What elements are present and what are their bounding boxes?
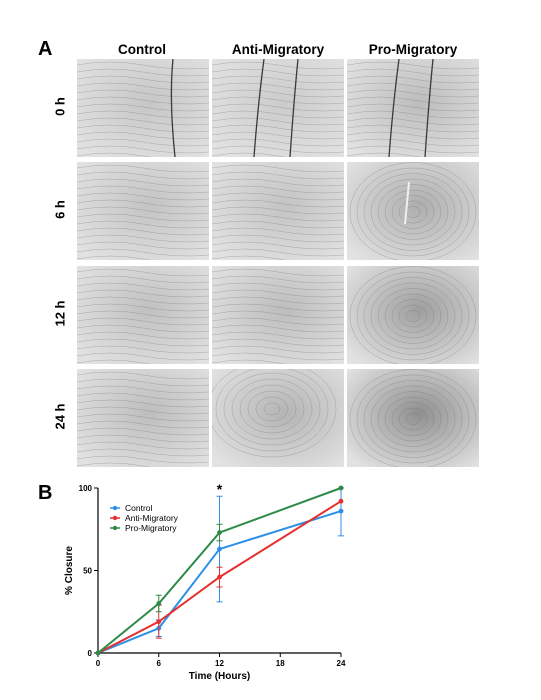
series-line-2 [97, 487, 342, 654]
row-label-6h: 6 h [52, 200, 68, 219]
closure-line-chart: 0 6 12 18 24 0 50 100 ControlAnti-MigratoryPro-… [64, 481, 346, 682]
series-line-1 [97, 500, 342, 654]
chart-axes: 0 6 12 18 24 0 50 100 [79, 484, 346, 668]
micrograph-control-24h [77, 369, 209, 467]
data-point [156, 619, 162, 625]
legend-label: Control [125, 503, 153, 513]
data-point [156, 601, 162, 606]
y-axis-title: % Closure [64, 546, 75, 595]
legend-label: Pro-Migratory [125, 523, 177, 533]
data-point [217, 546, 222, 552]
chart-series [95, 485, 344, 656]
row-label-12h: 12 h [52, 300, 68, 327]
panel-a-label: A [38, 38, 53, 60]
data-point [338, 498, 344, 504]
y-tick-label: 50 [83, 567, 92, 576]
micrograph-anti-migratory-0h [212, 59, 344, 157]
x-tick-label: 24 [337, 659, 346, 668]
micrograph-control-6h [77, 162, 209, 260]
x-tick-label: 12 [215, 659, 224, 668]
micrograph-pro-migratory-6h [347, 162, 479, 260]
micrograph-pro-migratory-12h [347, 266, 479, 364]
x-tick-label: 18 [276, 659, 285, 668]
panel-b-label: B [38, 482, 53, 504]
y-tick-label: 100 [79, 484, 93, 493]
micrograph-anti-migratory-24h [212, 369, 344, 467]
column-header-anti-migratory: Anti-Migratory [231, 42, 325, 57]
x-axis-title: Time (Hours) [189, 671, 251, 682]
data-point [95, 650, 101, 656]
micrograph-control-0h [77, 59, 209, 157]
data-point [217, 530, 222, 535]
micrograph-control-12h [77, 266, 209, 364]
data-point [217, 574, 222, 580]
y-tick-label: 0 [88, 649, 93, 658]
series-line-0 [97, 510, 342, 654]
legend-swatch-marker [112, 525, 118, 531]
x-tick-label: 0 [96, 659, 101, 668]
significance-asterisk: * [217, 481, 223, 497]
x-tick-label: 6 [157, 659, 162, 668]
column-header-control: Control [118, 42, 166, 57]
legend-swatch-marker [112, 515, 118, 521]
row-label-0h: 0 h [52, 97, 68, 116]
micrograph-anti-migratory-12h [212, 266, 344, 364]
micrograph-pro-migratory-0h [347, 59, 479, 157]
column-header-pro-migratory: Pro-Migratory [368, 42, 458, 57]
data-point [338, 508, 344, 514]
micrograph-pro-migratory-24h [347, 369, 479, 467]
legend-swatch-marker [112, 505, 118, 511]
data-point [338, 485, 344, 491]
row-label-24h: 24 h [52, 403, 68, 430]
micrograph-anti-migratory-6h [212, 162, 344, 260]
legend-label: Anti-Migratory [125, 513, 179, 523]
